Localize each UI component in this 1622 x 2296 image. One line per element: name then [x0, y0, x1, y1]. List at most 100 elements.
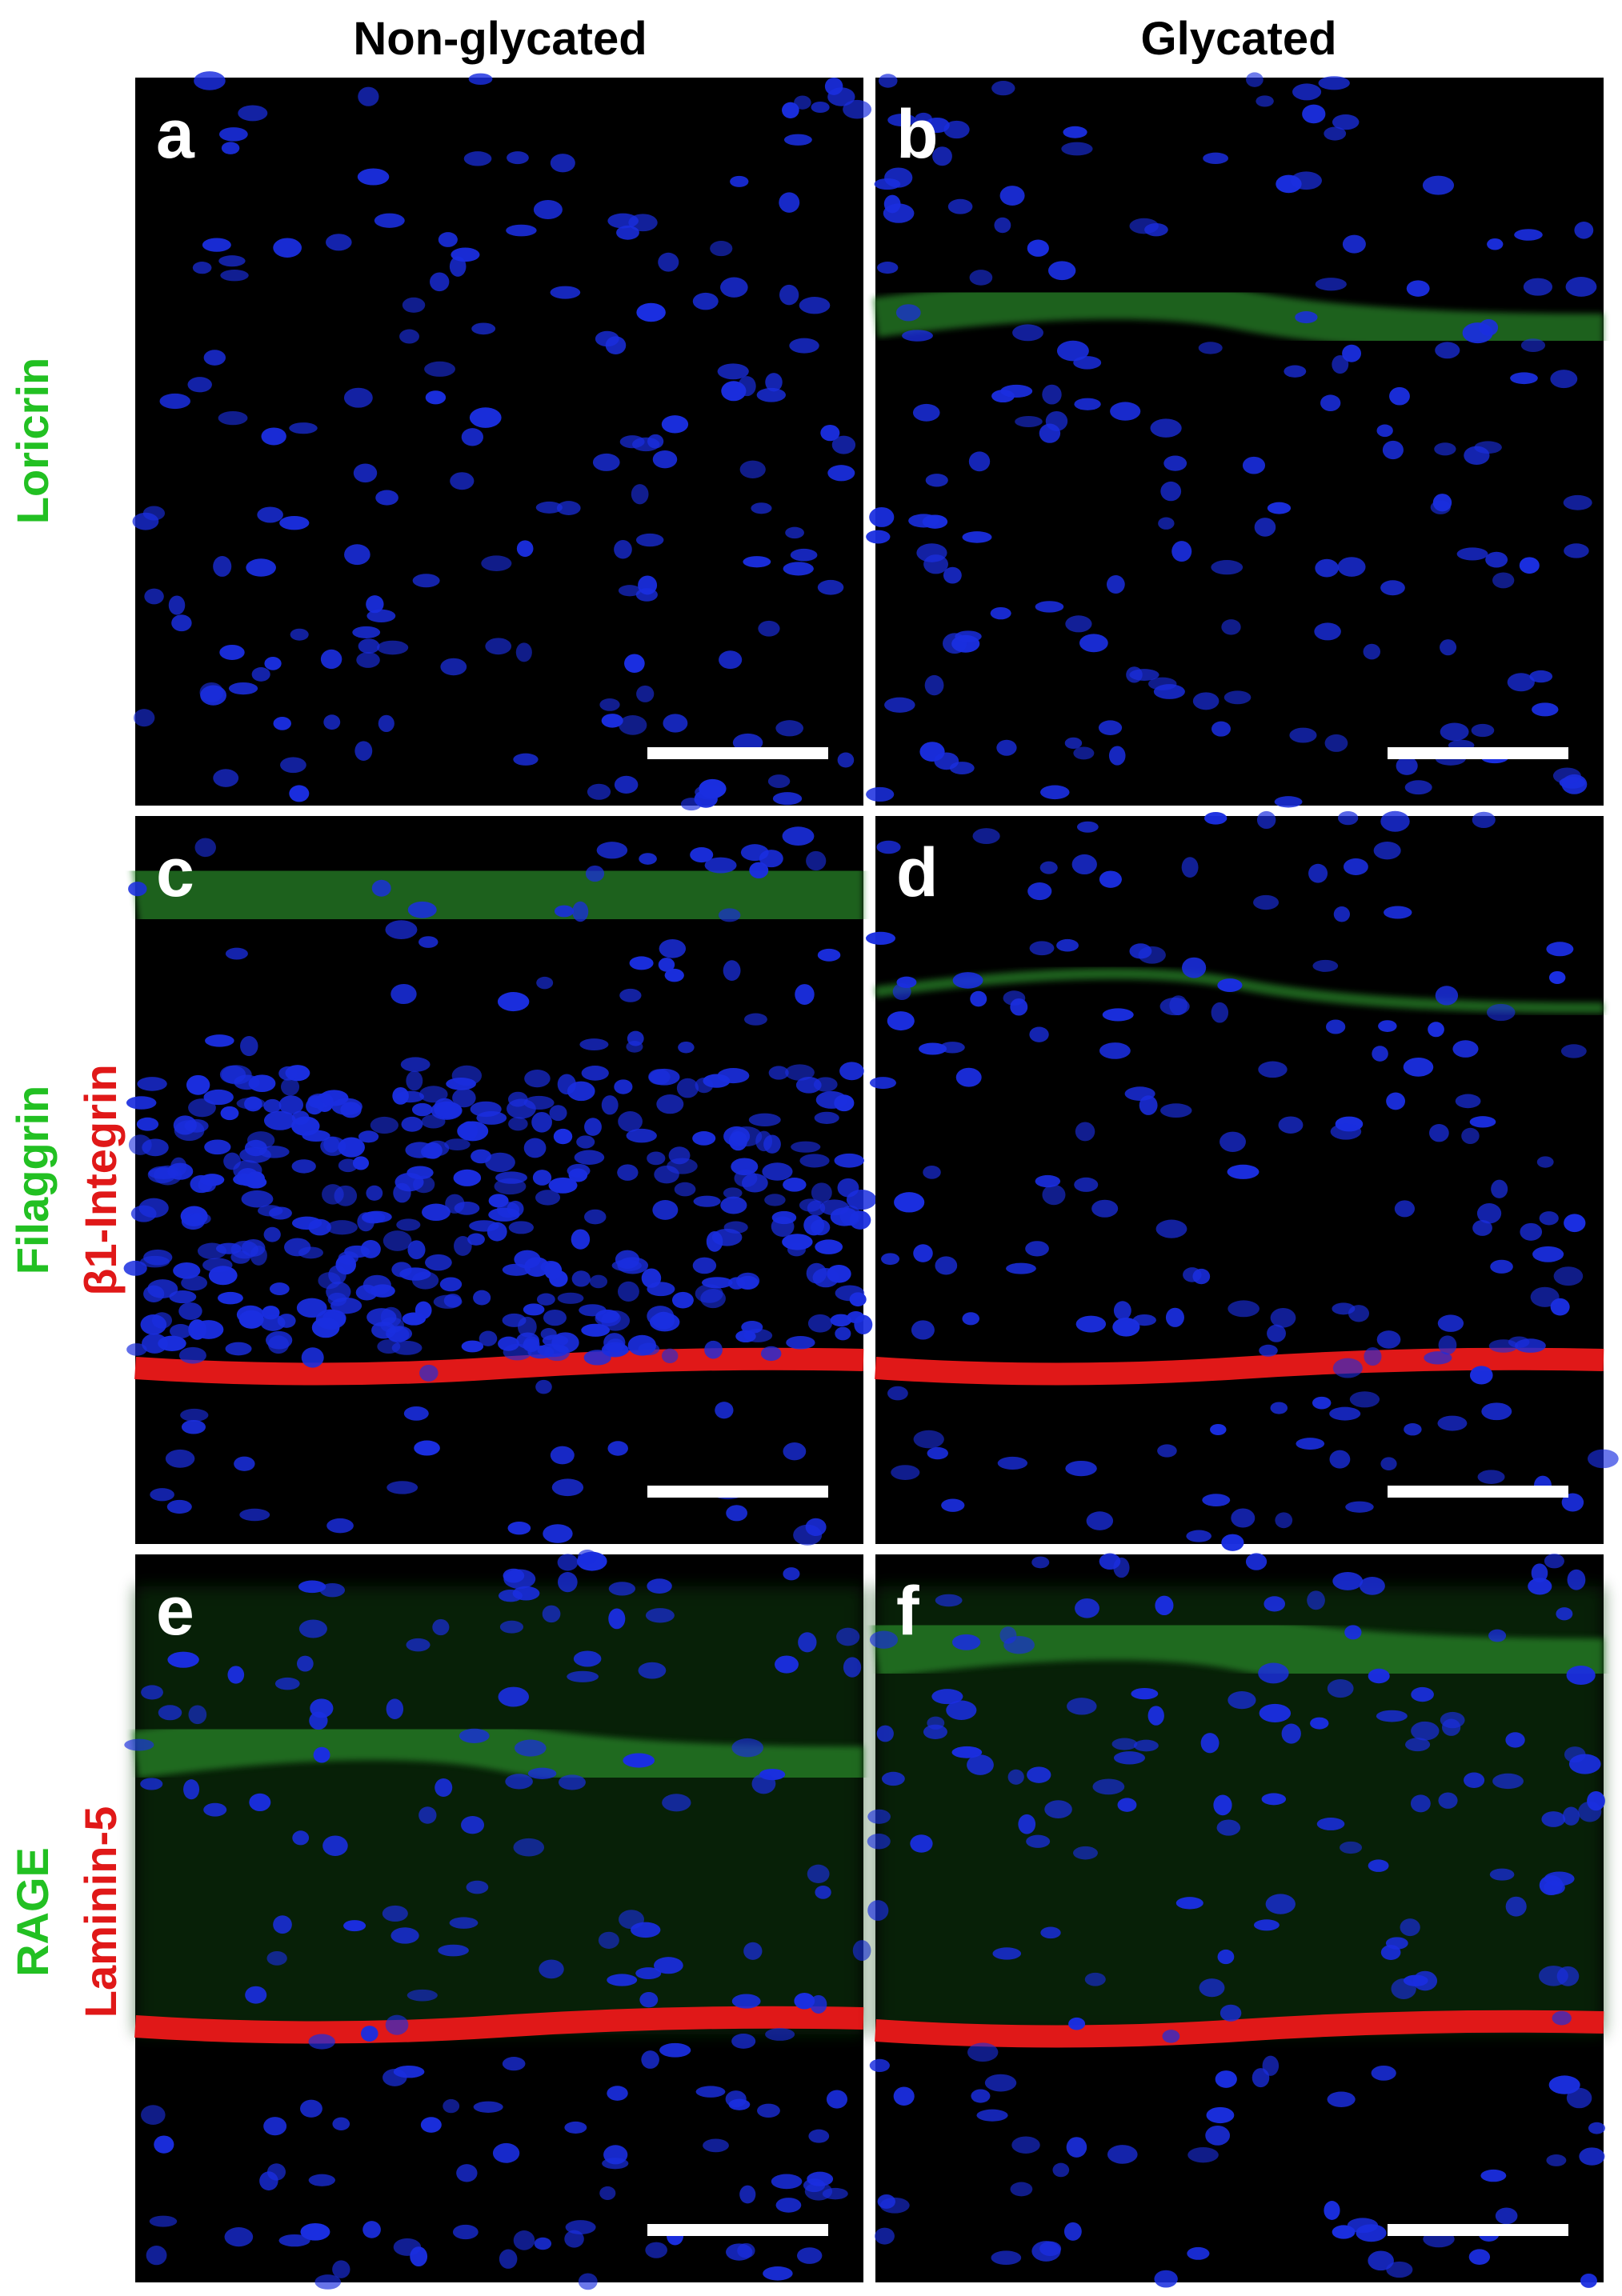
nucleus: [298, 1619, 327, 1638]
nucleus: [653, 1957, 683, 1974]
nucleus: [866, 786, 895, 802]
nucleus: [278, 2234, 310, 2247]
nucleus: [194, 71, 226, 90]
nucleus: [1315, 558, 1339, 578]
nucleus: [411, 1271, 439, 1290]
nucleus: [912, 403, 940, 422]
nucleus: [274, 1677, 300, 1690]
nucleus: [567, 1670, 599, 1682]
nucleus: [611, 1259, 642, 1272]
row-label-red: β1-Integrin: [75, 1064, 126, 1295]
nucleus: [180, 1408, 209, 1422]
nucleus: [396, 1218, 421, 1231]
nucleus: [1092, 1778, 1125, 1795]
nucleus: [726, 1505, 748, 1522]
nucleus: [1376, 1330, 1401, 1349]
nucleus: [128, 1134, 152, 1155]
nucleus: [1520, 338, 1546, 352]
nucleus: [704, 1340, 723, 1359]
nucleus: [382, 1230, 412, 1251]
micrograph-panel: a: [132, 71, 872, 811]
nucleus: [308, 2034, 335, 2050]
nucleus: [585, 865, 605, 882]
nucleus: [1461, 1127, 1480, 1145]
nucleus: [273, 717, 291, 730]
nucleus: [1546, 942, 1574, 957]
nucleus: [452, 1088, 476, 1108]
nucleus: [1228, 1300, 1260, 1318]
nucleus: [302, 1130, 330, 1142]
nucleus: [1487, 238, 1504, 250]
nucleus: [492, 2142, 520, 2163]
nucleus: [320, 649, 342, 670]
nucleus: [374, 213, 405, 228]
nucleus: [717, 363, 749, 380]
nucleus: [1476, 1203, 1502, 1224]
nucleus: [664, 968, 684, 982]
nucleus: [557, 1554, 579, 1571]
nucleus: [419, 1806, 437, 1824]
nucleus: [240, 1036, 258, 1057]
nucleus: [1327, 1679, 1354, 1698]
nucleus: [128, 882, 147, 897]
nucleus: [997, 1456, 1028, 1470]
nucleus: [514, 1739, 547, 1757]
nucleus: [1429, 1124, 1449, 1142]
nucleus: [225, 1342, 252, 1356]
nucleus: [1011, 2136, 1040, 2154]
nucleus: [218, 127, 248, 142]
nucleus: [968, 451, 991, 472]
nucleus: [468, 73, 493, 86]
nucleus: [430, 272, 450, 292]
nucleus: [711, 1228, 743, 1246]
nucleus: [1548, 2075, 1580, 2094]
nucleus: [738, 376, 756, 397]
nucleus: [1562, 1806, 1580, 1826]
nucleus: [1435, 342, 1460, 359]
nucleus: [1307, 1590, 1325, 1610]
nucleus: [356, 652, 380, 668]
nucleus: [700, 1289, 726, 1309]
nucleus: [692, 1131, 716, 1146]
nucleus: [1324, 734, 1348, 752]
nucleus: [419, 1086, 448, 1103]
nucleus: [1227, 1164, 1260, 1179]
nucleus: [1155, 1595, 1174, 1616]
nucleus: [200, 1174, 225, 1186]
nucleus: [425, 390, 447, 405]
nucleus: [783, 1567, 800, 1581]
nucleus: [763, 2266, 793, 2281]
nucleus: [617, 1281, 639, 1302]
nucleus: [854, 1314, 873, 1334]
nucleus: [676, 1078, 699, 1098]
nucleus: [1213, 1794, 1232, 1816]
nucleus: [425, 1254, 452, 1271]
nucleus: [263, 2117, 287, 2136]
nucleus: [775, 1655, 799, 1674]
nucleus: [839, 1062, 864, 1081]
nucleus: [648, 1069, 671, 1085]
nucleus: [902, 330, 933, 342]
nucleus: [440, 658, 467, 676]
nucleus: [876, 1725, 894, 1742]
nucleus: [1528, 1578, 1552, 1595]
micrograph-panel: c: [123, 816, 877, 1546]
nucleus: [789, 338, 819, 354]
nucleus: [1106, 575, 1125, 594]
nucleus: [205, 1034, 234, 1047]
nucleus: [1485, 551, 1508, 568]
nucleus: [331, 1098, 362, 1115]
nucleus: [771, 1210, 797, 1225]
nucleus: [567, 1081, 595, 1102]
nucleus: [772, 792, 803, 806]
nucleus: [1326, 1019, 1346, 1034]
nucleus: [1550, 1298, 1570, 1316]
nucleus: [485, 1152, 515, 1172]
nucleus: [1440, 722, 1469, 742]
nucleus: [1192, 1268, 1211, 1285]
nucleus: [523, 1138, 547, 1158]
nucleus: [422, 1203, 451, 1222]
nucleus: [767, 774, 791, 789]
nucleus: [869, 2058, 890, 2073]
nucleus: [479, 1330, 498, 1346]
